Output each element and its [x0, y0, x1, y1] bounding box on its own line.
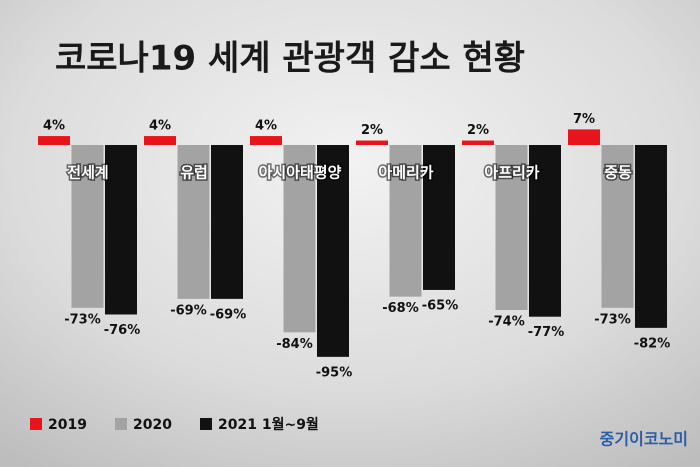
value-label: -76%	[104, 323, 141, 338]
value-label: -77%	[528, 325, 565, 340]
value-label: -95%	[316, 365, 353, 380]
category-label: 유럽	[180, 164, 208, 182]
brand: 중기이코노미	[600, 430, 688, 449]
value-label: 4%	[149, 119, 171, 134]
bar	[389, 145, 422, 297]
value-label: 7%	[573, 112, 595, 127]
bar	[38, 136, 70, 145]
legend-swatch	[115, 418, 127, 430]
bar	[635, 145, 667, 328]
bar	[105, 145, 137, 315]
bar	[529, 145, 561, 317]
bar	[356, 140, 388, 145]
bar	[250, 136, 282, 145]
value-label: -69%	[170, 303, 207, 318]
value-label: -73%	[594, 312, 631, 327]
bar	[144, 136, 176, 145]
value-label: -65%	[422, 298, 459, 313]
legend-label: 2019	[48, 417, 87, 433]
category-label: 아시아태평양	[259, 164, 342, 182]
bar	[423, 145, 455, 290]
bar	[283, 145, 316, 333]
bar	[177, 145, 210, 299]
bar	[462, 140, 494, 145]
category-label: 전세계	[67, 164, 108, 182]
bar	[211, 145, 243, 299]
category-label: 아프리카	[484, 164, 539, 182]
value-label: 4%	[43, 119, 65, 134]
value-label: 2%	[361, 123, 383, 138]
legend-swatch	[30, 418, 42, 430]
value-label: -84%	[276, 337, 313, 352]
value-label: -73%	[64, 312, 101, 327]
category-label: 중동	[604, 164, 632, 182]
bar	[71, 145, 104, 308]
value-label: -82%	[634, 336, 671, 351]
value-label: -68%	[382, 301, 419, 316]
value-label: -74%	[488, 315, 525, 330]
legend-label: 2021 1월~9월	[218, 416, 319, 433]
bar	[317, 145, 349, 357]
bar	[601, 145, 634, 308]
category-label: 아메리카	[378, 164, 433, 182]
value-label: 4%	[255, 119, 277, 134]
bar	[495, 145, 528, 311]
value-label: -69%	[210, 307, 247, 322]
legend-swatch	[200, 418, 212, 430]
bar	[568, 129, 600, 145]
legend-label: 2020	[133, 417, 172, 433]
value-label: 2%	[467, 123, 489, 138]
chart-title: 코로나19 세계 관광객 감소 현황	[55, 39, 525, 79]
